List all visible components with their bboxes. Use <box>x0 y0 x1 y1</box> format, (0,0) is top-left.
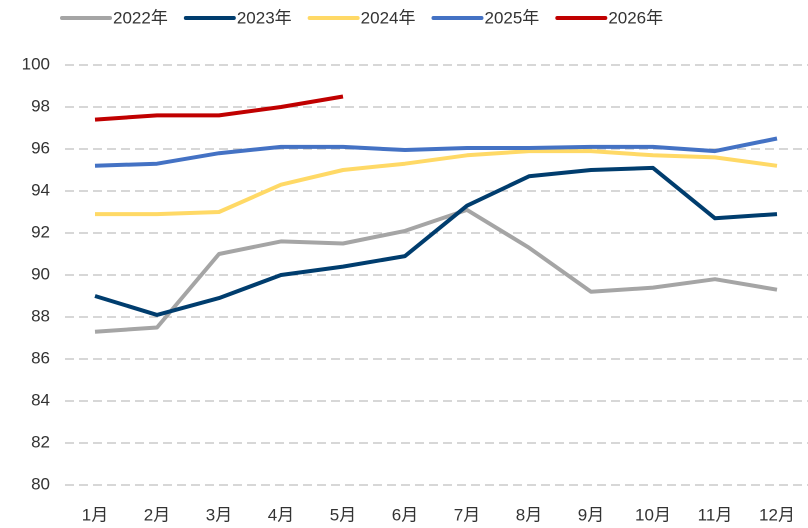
legend-label: 2026年 <box>608 8 663 27</box>
legend-label: 2022年 <box>113 8 168 27</box>
x-tick-label: 1月 <box>82 505 108 524</box>
series-line <box>95 149 778 217</box>
legend-label: 2025年 <box>484 8 539 27</box>
y-tick-label: 100 <box>22 54 50 73</box>
y-tick-label: 80 <box>31 474 50 493</box>
x-tick-label: 5月 <box>330 505 356 524</box>
series-line <box>94 136 778 168</box>
y-tick-label: 86 <box>31 348 50 367</box>
x-tick-label: 10月 <box>635 505 671 524</box>
x-tick-label: 2月 <box>144 505 170 524</box>
x-tick-label: 4月 <box>268 505 294 524</box>
x-tick-label: 3月 <box>206 505 232 524</box>
legend-label: 2023年 <box>237 8 292 27</box>
x-tick-label: 11月 <box>698 505 733 524</box>
y-tick-label: 94 <box>31 180 50 199</box>
x-tick-label: 6月 <box>392 505 418 524</box>
y-tick-label: 84 <box>31 390 50 409</box>
y-tick-label: 96 <box>31 138 50 157</box>
y-tick-label: 82 <box>31 432 50 451</box>
x-tick-label: 7月 <box>454 505 480 524</box>
y-tick-label: 92 <box>31 222 50 241</box>
series-line <box>94 94 344 122</box>
x-tick-label: 8月 <box>516 505 542 524</box>
series-line <box>94 165 778 317</box>
series-line <box>94 207 778 334</box>
x-tick-label: 9月 <box>578 505 604 524</box>
y-tick-label: 88 <box>31 306 50 325</box>
y-tick-label: 98 <box>31 96 50 115</box>
legend-label: 2024年 <box>361 8 416 27</box>
y-tick-label: 90 <box>31 264 50 283</box>
x-tick-label: 12月 <box>759 505 795 524</box>
